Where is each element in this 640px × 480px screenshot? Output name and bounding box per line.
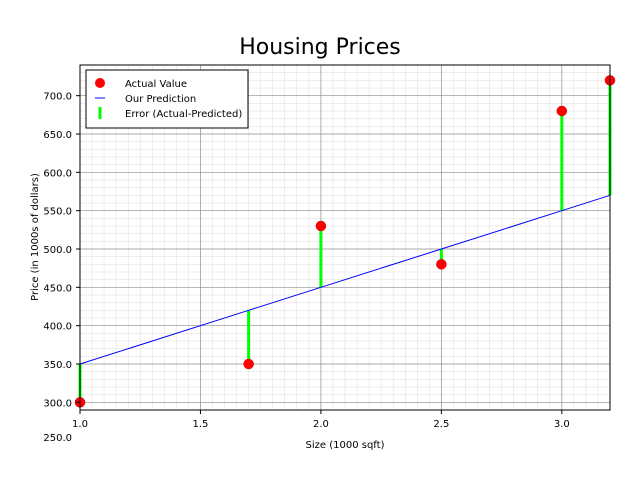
legend-box [85, 69, 249, 129]
x-tick-label: 2.5 [433, 419, 449, 430]
actual-point [436, 259, 447, 270]
legend-label-prediction: Our Prediction [125, 94, 196, 105]
actual-point [556, 105, 568, 117]
actual-point [315, 220, 327, 232]
prediction-line [79, 194, 611, 365]
actual-point [243, 358, 254, 370]
y-tick-label: 300.0 [43, 398, 72, 409]
plot-frame [79, 64, 611, 411]
y-tick-label: 550.0 [43, 207, 72, 218]
y-tick-label: 500.0 [43, 245, 72, 256]
prediction-line-path [79, 194, 611, 365]
legend-label-error: Error (Actual-Predicted) [125, 109, 242, 120]
x-axis: 1.0 1.5 2.0 2.5 3.0 [72, 410, 570, 430]
legend: Actual Value Our Prediction Error (Actua… [85, 69, 249, 129]
x-axis-label: Size (1000 sqft) [306, 440, 385, 451]
x-tick-label: 2.0 [313, 419, 329, 430]
x-tick-label: 1.0 [72, 419, 88, 430]
chart-title: Housing Prices [239, 35, 401, 60]
y-tick-label: 700.0 [43, 92, 72, 103]
y-tick-label: 450.0 [43, 283, 72, 294]
y-tick-label: 650.0 [43, 130, 72, 141]
x-tick-label: 1.5 [193, 419, 209, 430]
y-tick-label: 400.0 [43, 322, 72, 333]
x-tick-label: 3.0 [554, 419, 570, 430]
legend-marker-actual [95, 78, 105, 88]
y-tick-label: 250.0 [43, 433, 72, 444]
y-axis-label: Price (in 1000s of dollars) [30, 173, 41, 301]
y-axis: 250.0 300.0 350.0 400.0 450.0 500.0 550.0 600.0… [43, 92, 80, 444]
legend-label-actual: Actual Value [125, 79, 187, 90]
y-tick-label: 600.0 [43, 168, 72, 179]
y-tick-label: 350.0 [43, 360, 72, 371]
